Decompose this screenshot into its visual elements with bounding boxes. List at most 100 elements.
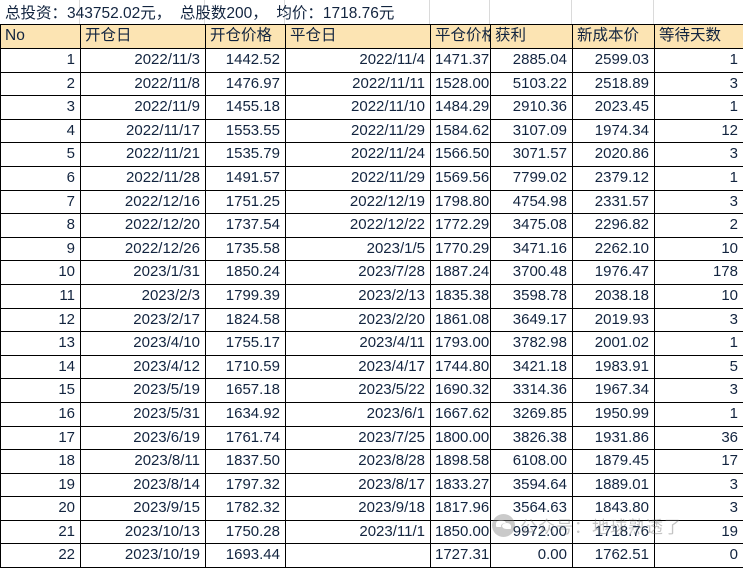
cell-open_price[interactable]: 1824.58 — [206, 308, 286, 332]
column-header-open-date[interactable]: 开仓日 — [81, 25, 206, 49]
cell-no[interactable]: 11 — [1, 284, 81, 308]
cell-wait_days[interactable]: 2 — [655, 214, 743, 238]
cell-no[interactable]: 2 — [1, 72, 81, 96]
cell-profit[interactable]: 3826.38 — [491, 426, 573, 450]
cell-wait_days[interactable]: 12 — [655, 119, 743, 143]
cell-open_date[interactable]: 2023/4/10 — [81, 332, 206, 356]
cell-profit[interactable]: 3598.78 — [491, 284, 573, 308]
cell-profit[interactable]: 3649.17 — [491, 308, 573, 332]
cell-close_date[interactable]: 2022/11/11 — [286, 72, 431, 96]
cell-close_date[interactable]: 2023/11/1 — [286, 520, 431, 544]
cell-profit[interactable]: 3107.09 — [491, 119, 573, 143]
cell-close_price[interactable]: 1835.38 — [431, 284, 491, 308]
cell-profit[interactable]: 4754.98 — [491, 190, 573, 214]
cell-profit[interactable]: 7799.02 — [491, 166, 573, 190]
cell-close_date[interactable]: 2023/5/22 — [286, 379, 431, 403]
cell-no[interactable]: 18 — [1, 450, 81, 474]
cell-open_date[interactable]: 2023/1/31 — [81, 261, 206, 285]
cell-open_date[interactable]: 2023/8/11 — [81, 450, 206, 474]
cell-close_price[interactable]: 1528.00 — [431, 72, 491, 96]
cell-close_price[interactable]: 1898.58 — [431, 450, 491, 474]
cell-profit[interactable]: 3421.18 — [491, 355, 573, 379]
cell-open_price[interactable]: 1737.54 — [206, 214, 286, 238]
cell-profit[interactable]: 3700.48 — [491, 261, 573, 285]
cell-open_price[interactable]: 1491.57 — [206, 166, 286, 190]
cell-close_price[interactable]: 1569.56 — [431, 166, 491, 190]
cell-open_price[interactable]: 1442.52 — [206, 49, 286, 73]
cell-no[interactable]: 17 — [1, 426, 81, 450]
cell-open_price[interactable]: 1634.92 — [206, 402, 286, 426]
cell-close_price[interactable]: 1770.29 — [431, 237, 491, 261]
cell-wait_days[interactable]: 1 — [655, 49, 743, 73]
cell-no[interactable]: 15 — [1, 379, 81, 403]
cell-profit[interactable]: 6108.00 — [491, 450, 573, 474]
cell-no[interactable]: 1 — [1, 49, 81, 73]
cell-open_price[interactable]: 1850.24 — [206, 261, 286, 285]
cell-close_price[interactable]: 1887.24 — [431, 261, 491, 285]
cell-new_cost[interactable]: 1967.34 — [573, 379, 655, 403]
cell-no[interactable]: 16 — [1, 402, 81, 426]
cell-new_cost[interactable]: 2020.86 — [573, 143, 655, 167]
cell-open_date[interactable]: 2023/6/19 — [81, 426, 206, 450]
cell-profit[interactable]: 5103.22 — [491, 72, 573, 96]
cell-close_price[interactable]: 1566.50 — [431, 143, 491, 167]
cell-profit[interactable]: 3471.16 — [491, 237, 573, 261]
cell-wait_days[interactable]: 1 — [655, 166, 743, 190]
cell-close_date[interactable]: 2022/11/10 — [286, 96, 431, 120]
cell-new_cost[interactable]: 1889.01 — [573, 473, 655, 497]
cell-open_price[interactable]: 1657.18 — [206, 379, 286, 403]
cell-open_date[interactable]: 2023/10/13 — [81, 520, 206, 544]
cell-open_price[interactable]: 1710.59 — [206, 355, 286, 379]
cell-open_price[interactable]: 1735.58 — [206, 237, 286, 261]
cell-close_date[interactable]: 2022/12/22 — [286, 214, 431, 238]
cell-close_date[interactable]: 2023/9/18 — [286, 497, 431, 521]
cell-open_price[interactable]: 1751.25 — [206, 190, 286, 214]
cell-wait_days[interactable]: 1 — [655, 96, 743, 120]
cell-close_date[interactable]: 2023/7/28 — [286, 261, 431, 285]
cell-new_cost[interactable]: 2001.02 — [573, 332, 655, 356]
cell-no[interactable]: 4 — [1, 119, 81, 143]
cell-profit[interactable]: 2910.36 — [491, 96, 573, 120]
cell-open_price[interactable]: 1750.28 — [206, 520, 286, 544]
cell-new_cost[interactable]: 2599.03 — [573, 49, 655, 73]
cell-wait_days[interactable]: 10 — [655, 237, 743, 261]
cell-wait_days[interactable]: 3 — [655, 72, 743, 96]
cell-close_price[interactable]: 1772.29 — [431, 214, 491, 238]
cell-open_price[interactable]: 1797.32 — [206, 473, 286, 497]
cell-no[interactable]: 19 — [1, 473, 81, 497]
cell-new_cost[interactable]: 2023.45 — [573, 96, 655, 120]
column-header-close-price[interactable]: 平仓价格 — [431, 25, 491, 49]
cell-open_date[interactable]: 2023/8/14 — [81, 473, 206, 497]
cell-new_cost[interactable]: 1983.91 — [573, 355, 655, 379]
cell-close_price[interactable]: 1744.80 — [431, 355, 491, 379]
cell-open_price[interactable]: 1782.32 — [206, 497, 286, 521]
cell-no[interactable]: 3 — [1, 96, 81, 120]
cell-close_date[interactable]: 2023/6/1 — [286, 402, 431, 426]
cell-open_price[interactable]: 1761.74 — [206, 426, 286, 450]
column-header-close-date[interactable]: 平仓日 — [286, 25, 431, 49]
column-header-open-price[interactable]: 开仓价格 — [206, 25, 286, 49]
cell-close_date[interactable]: 2023/7/25 — [286, 426, 431, 450]
cell-wait_days[interactable]: 3 — [655, 143, 743, 167]
cell-open_price[interactable]: 1799.39 — [206, 284, 286, 308]
cell-open_date[interactable]: 2022/11/3 — [81, 49, 206, 73]
cell-close_date[interactable]: 2022/11/24 — [286, 143, 431, 167]
cell-new_cost[interactable]: 2038.18 — [573, 284, 655, 308]
cell-no[interactable]: 20 — [1, 497, 81, 521]
cell-new_cost[interactable]: 1718.76 — [573, 520, 655, 544]
cell-close_date[interactable]: 2023/4/11 — [286, 332, 431, 356]
cell-new_cost[interactable]: 2518.89 — [573, 72, 655, 96]
cell-new_cost[interactable]: 1976.47 — [573, 261, 655, 285]
cell-close_date[interactable]: 2022/11/29 — [286, 119, 431, 143]
cell-new_cost[interactable]: 1843.80 — [573, 497, 655, 521]
cell-profit[interactable]: 9972.00 — [491, 520, 573, 544]
cell-open_date[interactable]: 2022/11/17 — [81, 119, 206, 143]
cell-close_date[interactable]: 2023/2/20 — [286, 308, 431, 332]
column-header-no[interactable]: No — [1, 25, 81, 49]
cell-close_price[interactable]: 1798.80 — [431, 190, 491, 214]
cell-wait_days[interactable]: 17 — [655, 450, 743, 474]
cell-open_date[interactable]: 2023/5/19 — [81, 379, 206, 403]
column-header-profit[interactable]: 获利 — [491, 25, 573, 49]
cell-no[interactable]: 8 — [1, 214, 81, 238]
cell-open_price[interactable]: 1755.17 — [206, 332, 286, 356]
